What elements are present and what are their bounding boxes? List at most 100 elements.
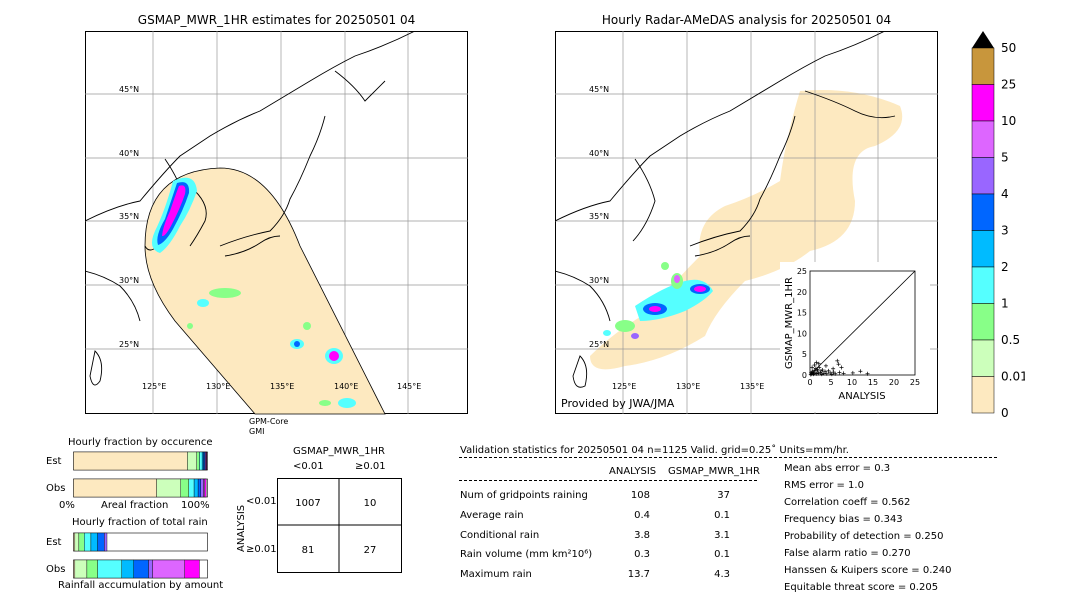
left-lat-label: 40°N [119,149,139,158]
score-line: Correlation coeff = 0.562 [784,497,911,508]
scatter-point [817,365,822,370]
total-rain-bar-segment [184,559,200,579]
left-lon-label: 130°E [206,382,230,391]
left-lat-label: 25°N [119,340,139,349]
scatter-point [831,366,836,371]
scatter-point [809,370,814,375]
occurrence-bar-segment [197,478,202,498]
colorbar-segment [971,84,995,122]
total-rain-bar-segment [73,559,76,579]
stat-label: Rain volume (mm km²10⁶) [460,549,593,560]
total-rain-bar-segment [152,559,185,579]
scatter-point [826,368,831,373]
total-rain-bar-segment [97,532,105,552]
colorbar-segment [971,157,995,195]
stat-label: Maximum rain [460,569,532,580]
total-rain-row-est: Est [46,537,62,548]
scatter-point [841,371,846,376]
colorbar-segment [971,303,995,341]
colorbar-segment [971,376,995,414]
occurrence-tick-left: 0% [59,500,75,511]
colorbar-label: 2 [1001,260,1009,274]
left-map-rain [151,177,356,408]
colorbar-label: 50 [1001,41,1016,55]
right-map-title: Hourly Radar-AMeDAS analysis for 2025050… [601,13,892,27]
contingency-row-label: <0.01 [246,496,277,507]
total-rain-bar-segment [90,532,98,552]
scatter-point [829,372,834,377]
stat-gsmap: 0.1 [714,549,730,560]
total-rain-bar-segment [121,559,135,579]
occurrence-bar-segment [200,478,204,498]
score-line: RMS error = 1.0 [784,480,864,491]
scatter-point [823,363,828,368]
total-rain-xlabel: Rainfall accumulation by amount [58,580,224,591]
occurrence-chart [73,451,208,498]
left-lon-label: 135°E [270,382,294,391]
scatter-point [816,371,821,376]
left-lat-label: 35°N [119,212,139,221]
scatter-ytick: 25 [797,267,807,276]
scatter-points [808,358,870,377]
total-rain-bar-segment [78,532,85,552]
scatter-point [824,371,829,376]
right-lon-label: 130°E [676,382,700,391]
colorbar-label: 5 [1001,151,1009,165]
stat-gsmap: 37 [717,490,730,501]
occurrence-bar-segment [73,451,188,471]
contingency-table: 1007 10 81 27 [277,478,402,573]
contingency-col-label: <0.01 [293,461,324,472]
colorbar-label: 25 [1001,78,1016,92]
scatter-xtick: 10 [847,378,857,387]
scatter-point [816,361,821,366]
scatter-point [812,363,817,368]
right-map-rain [603,262,713,339]
colorbar-label: 3 [1001,224,1009,238]
right-lon-label: 135°E [740,382,764,391]
stat-label: Num of gridpoints raining [460,490,588,501]
occurrence-bar-segment [188,478,195,498]
occurrence-bar-segment [196,451,200,471]
right-lat-label: 40°N [589,149,609,158]
contingency-cell: 27 [364,545,377,556]
right-lat-label: 30°N [589,276,609,285]
colorbar-segment [971,120,995,158]
occurrence-bar-segment [187,451,197,471]
validation-divider [459,457,997,458]
stat-label: Average rain [460,510,524,521]
stat-label: Conditional rain [460,530,540,541]
colorbar-label: 1 [1001,297,1009,311]
left-map-footnote: GPM-Core [249,417,289,426]
contingency-title: GSMAP_MWR_1HR [293,446,385,457]
scatter-xtick: 25 [910,378,920,387]
scatter-ylabel: GSMAP_MWR_1HR [784,277,795,369]
scatter-point [812,368,817,373]
occurrence-bar-segment [156,478,181,498]
left-map: 45°N 40°N 35°N 30°N 25°N 125°E 130°E 135… [85,31,468,415]
scatter-point [835,358,840,363]
stat-analysis: 0.3 [634,549,650,560]
contingency-cell: 1007 [295,498,320,509]
stat-gsmap: 4.3 [714,569,730,580]
score-line: Probability of detection = 0.250 [784,531,944,542]
right-map: 45°N 40°N 35°N 30°N 25°N 125°E 130°E 135… [555,31,938,414]
scatter-point [810,365,815,370]
occurrence-bar-segment [199,451,203,471]
scatter-point [839,365,844,370]
colorbar-label: 0 [1001,406,1009,420]
total-rain-bar-segment [74,532,80,552]
colorbar-label: 0.01 [1001,370,1025,384]
total-rain-chart [73,532,208,579]
validation-col-divider [459,480,757,481]
total-rain-bar-segment [133,559,149,579]
colorbar-segment [971,339,995,377]
right-lat-label: 25°N [589,340,609,349]
scatter-xtick: 0 [807,378,812,387]
validation-header: Validation statistics for 20250501 04 n=… [460,445,849,456]
right-lat-label: 45°N [589,85,609,94]
score-line: Hanssen & Kuipers score = 0.240 [784,565,952,576]
scatter-point [858,369,863,374]
scatter-xtick: 20 [889,378,899,387]
score-line: Mean abs error = 0.3 [784,463,891,474]
occurrence-bar-segment [180,478,189,498]
